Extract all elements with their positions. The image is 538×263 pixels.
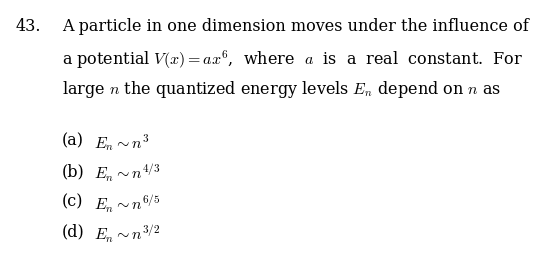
Text: A particle in one dimension moves under the influence of: A particle in one dimension moves under … bbox=[62, 18, 529, 36]
Text: (c): (c) bbox=[62, 193, 83, 210]
Text: $E_n{\sim}n^3$: $E_n{\sim}n^3$ bbox=[94, 133, 150, 154]
Text: (a): (a) bbox=[62, 133, 84, 150]
Text: (b): (b) bbox=[62, 163, 84, 180]
Text: a potential $V(x) = ax^6$,  where  $a$  is  a  real  constant.  For: a potential $V(x) = ax^6$, where $a$ is … bbox=[62, 49, 523, 71]
Text: $E_n{\sim}n^{6/5}$: $E_n{\sim}n^{6/5}$ bbox=[94, 193, 160, 215]
Text: $E_n{\sim}n^{3/2}$: $E_n{\sim}n^{3/2}$ bbox=[94, 224, 160, 245]
Text: large $n$ the quantized energy levels $E_n$ depend on $n$ as: large $n$ the quantized energy levels $E… bbox=[62, 79, 501, 100]
Text: (d): (d) bbox=[62, 224, 84, 241]
Text: 43.: 43. bbox=[15, 18, 40, 36]
Text: $E_n{\sim}n^{4/3}$: $E_n{\sim}n^{4/3}$ bbox=[94, 163, 160, 184]
